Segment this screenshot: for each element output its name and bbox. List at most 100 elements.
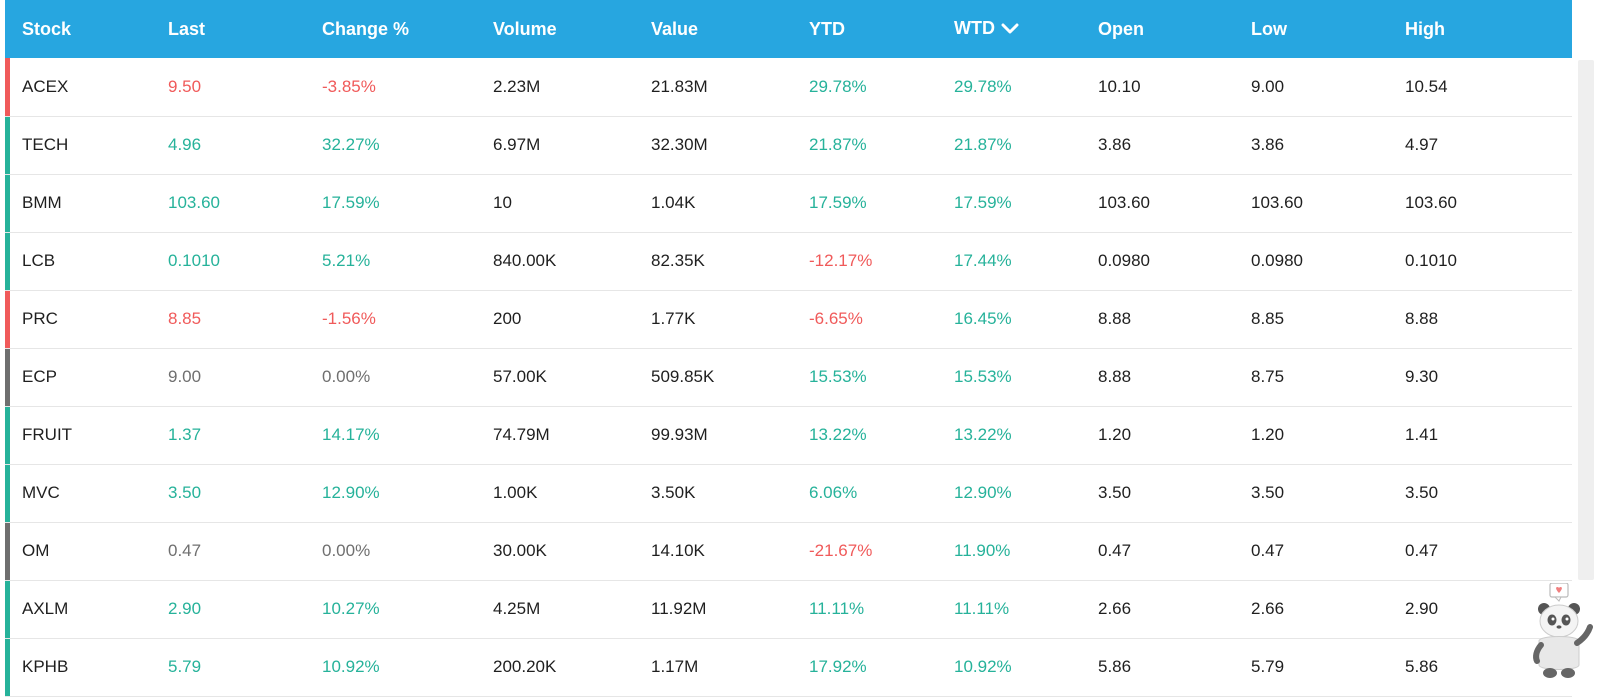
- volume-cell: 200: [476, 290, 634, 349]
- volume-cell-text: 2.23M: [493, 76, 541, 96]
- table-row[interactable]: FRUIT 1.37 14.17% 74.79M 99.93M 13.22% 13.22% 1…: [5, 406, 1572, 465]
- change-cell: 10.27%: [305, 580, 476, 639]
- stock-cell[interactable]: FRUIT: [5, 406, 151, 465]
- open-cell: 5.86: [1081, 638, 1234, 697]
- last-cell-text: 5.79: [168, 657, 202, 676]
- table-row[interactable]: ACEX 9.50 -3.85% 2.23M 21.83M 29.78% 29.78% 10.…: [5, 58, 1572, 117]
- column-header-open[interactable]: Open: [1081, 0, 1234, 58]
- change-cell: 32.27%: [305, 116, 476, 175]
- wtd-cell-text: 10.92%: [954, 657, 1012, 676]
- change-cell: -3.85%: [305, 58, 476, 117]
- low-cell-text: 1.20: [1251, 425, 1285, 444]
- table-row[interactable]: KPHB 5.79 10.92% 200.20K 1.17M 17.92% 10.92% 5.…: [5, 638, 1572, 697]
- table-row[interactable]: OM 0.47 0.00% 30.00K 14.10K -21.67% 11.90% 0.47…: [5, 522, 1572, 581]
- column-header-low[interactable]: Low: [1234, 0, 1388, 58]
- column-header-last[interactable]: Last: [151, 0, 305, 58]
- change-cell: -1.56%: [305, 290, 476, 349]
- volume-cell-text: 200.20K: [493, 657, 557, 676]
- open-cell: 103.60: [1081, 174, 1234, 233]
- stock-cell-text: OM: [22, 541, 50, 560]
- ytd-cell: 15.53%: [792, 348, 937, 407]
- volume-cell: 6.97M: [476, 116, 634, 175]
- ytd-cell: -12.17%: [792, 232, 937, 291]
- wtd-cell: 12.90%: [937, 464, 1081, 523]
- high-cell: 10.54: [1388, 58, 1572, 117]
- open-cell-text: 5.86: [1098, 657, 1132, 676]
- stock-cell[interactable]: OM: [5, 522, 151, 581]
- open-cell-text: 103.60: [1098, 193, 1150, 212]
- trend-indicator-bar: [5, 406, 10, 464]
- table-row[interactable]: PRC 8.85 -1.56% 200 1.77K -6.65% 16.45% 8.88 8.8…: [5, 290, 1572, 349]
- open-cell-text: 2.66: [1098, 599, 1132, 618]
- value-cell-text: 99.93M: [651, 425, 708, 444]
- column-header-volume[interactable]: Volume: [476, 0, 634, 58]
- wtd-cell-text: 11.90%: [954, 541, 1011, 560]
- column-header-ytd[interactable]: YTD: [792, 0, 937, 58]
- open-cell: 0.47: [1081, 522, 1234, 581]
- last-cell: 9.00: [151, 348, 305, 407]
- table-row[interactable]: ECP 9.00 0.00% 57.00K 509.85K 15.53% 15.53% 8.8…: [5, 348, 1572, 407]
- stock-cell[interactable]: KPHB: [5, 638, 151, 697]
- last-cell: 4.96: [151, 116, 305, 175]
- table-row[interactable]: LCB 0.1010 5.21% 840.00K 82.35K -12.17% 17.44%…: [5, 232, 1572, 291]
- stock-cell[interactable]: TECH: [5, 116, 151, 175]
- column-header-value[interactable]: Value: [634, 0, 792, 58]
- low-cell-text: 5.79: [1251, 657, 1285, 676]
- panda-mascot-icon[interactable]: [1530, 582, 1600, 683]
- wtd-cell: 17.59%: [937, 174, 1081, 233]
- volume-cell: 4.25M: [476, 580, 634, 639]
- table-row[interactable]: MVC 3.50 12.90% 1.00K 3.50K 6.06% 12.90% 3.50 3.…: [5, 464, 1572, 523]
- low-cell: 0.0980: [1234, 232, 1388, 291]
- last-cell: 103.60: [151, 174, 305, 233]
- wtd-cell: 16.45%: [937, 290, 1081, 349]
- low-cell-text: 8.85: [1251, 309, 1285, 328]
- stock-cell[interactable]: PRC: [5, 290, 151, 349]
- wtd-cell: 10.92%: [937, 638, 1081, 697]
- open-cell-text: 3.86: [1098, 135, 1132, 154]
- value-cell: 509.85K: [634, 348, 792, 407]
- last-cell: 5.79: [151, 638, 305, 697]
- stock-cell[interactable]: LCB: [5, 232, 151, 291]
- stock-cell-text: ACEX: [22, 76, 69, 96]
- column-header-change[interactable]: Change %: [305, 0, 476, 58]
- wtd-cell-text: 11.11%: [954, 599, 1010, 618]
- low-cell-text: 3.86: [1251, 135, 1285, 154]
- scrollbar[interactable]: [1572, 0, 1600, 690]
- stock-cell[interactable]: BMM: [5, 174, 151, 233]
- high-cell-text: 1.41: [1405, 425, 1439, 444]
- column-header-stock[interactable]: Stock: [5, 0, 151, 58]
- last-cell: 0.1010: [151, 232, 305, 291]
- value-cell-text: 14.10K: [651, 541, 705, 560]
- wtd-cell: 29.78%: [937, 58, 1081, 117]
- wtd-cell: 11.90%: [937, 522, 1081, 581]
- volume-cell: 840.00K: [476, 232, 634, 291]
- last-cell: 3.50: [151, 464, 305, 523]
- table-row[interactable]: AXLM 2.90 10.27% 4.25M 11.92M 11.11% 11.11% 2.6…: [5, 580, 1572, 639]
- open-cell: 8.88: [1081, 348, 1234, 407]
- open-cell: 0.0980: [1081, 232, 1234, 291]
- low-cell: 2.66: [1234, 580, 1388, 639]
- stock-cell[interactable]: AXLM: [5, 580, 151, 639]
- volume-cell-text: 57.00K: [493, 367, 547, 386]
- last-cell: 0.47: [151, 522, 305, 581]
- change-cell-text: 10.27%: [322, 599, 380, 618]
- last-cell-text: 0.47: [168, 541, 202, 560]
- open-cell-text: 0.0980: [1098, 251, 1150, 270]
- chevron-down-icon[interactable]: [1001, 19, 1019, 40]
- ytd-cell: 17.59%: [792, 174, 937, 233]
- high-cell: 9.30: [1388, 348, 1572, 407]
- last-cell-text: 9.50: [168, 76, 202, 96]
- volume-cell-text: 4.25M: [493, 599, 541, 618]
- column-header-high[interactable]: High: [1388, 0, 1572, 58]
- table-row[interactable]: BMM 103.60 17.59% 10 1.04K 17.59% 17.59% 103.60…: [5, 174, 1572, 233]
- column-header-wtd[interactable]: WTD: [937, 0, 1081, 58]
- stock-cell[interactable]: ECP: [5, 348, 151, 407]
- stock-cell[interactable]: ACEX: [5, 58, 151, 117]
- table-row[interactable]: TECH 4.96 32.27% 6.97M 32.30M 21.87% 21.87% 3.8…: [5, 116, 1572, 175]
- ytd-cell-text: -6.65%: [809, 309, 863, 328]
- scrollbar-thumb[interactable]: [1578, 60, 1594, 580]
- change-cell-text: -3.85%: [322, 76, 376, 96]
- last-cell-text: 103.60: [168, 193, 220, 212]
- high-cell-text: 0.47: [1405, 541, 1439, 560]
- stock-cell[interactable]: MVC: [5, 464, 151, 523]
